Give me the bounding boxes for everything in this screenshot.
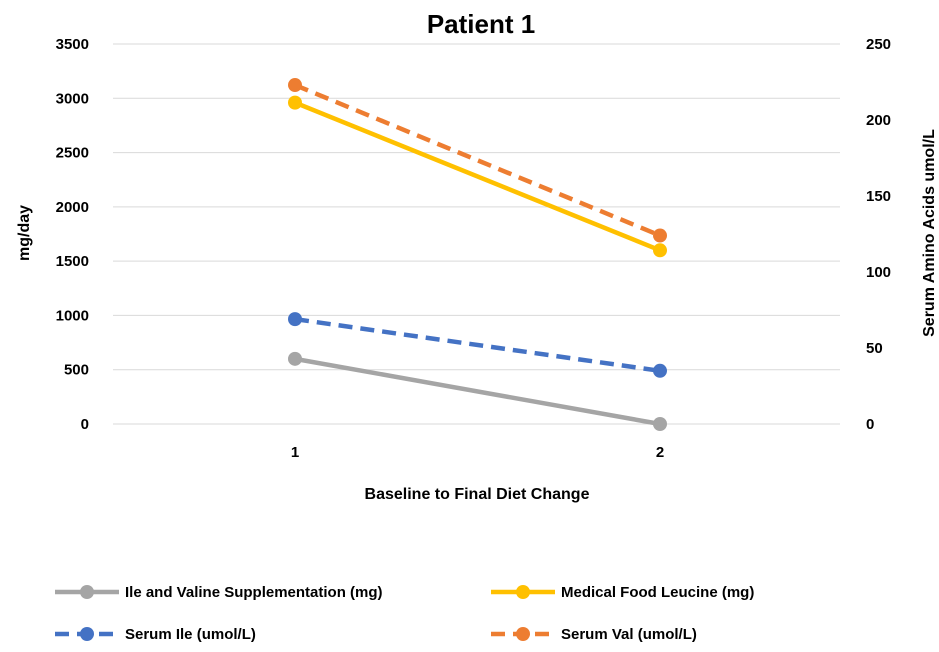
x-tick-label: 1 (291, 444, 299, 461)
left-axis-ticks: 0 500 1000 1500 2000 2500 3000 3500 (56, 36, 89, 433)
y-left-tick-label: 1000 (56, 307, 89, 324)
series-ile-and-valine-supplementation-mg (288, 351, 667, 431)
x-tick-label: 2 (656, 444, 664, 461)
series-medical-food-leucine-mg (288, 95, 667, 258)
y-left-tick-label: 0 (81, 416, 89, 433)
y-left-tick-label: 1500 (56, 253, 89, 270)
legend-item: Serum Val (umol/L) (491, 626, 697, 643)
series-serum-ile-umol-l (288, 312, 667, 378)
y-right-tick-label: 0 (866, 416, 874, 433)
y-left-tick-label: 3500 (56, 36, 89, 53)
y-axis-right-title: Serum Amino Acids umol/L (921, 129, 938, 337)
legend: Ile and Valine Supplementation (mg) Medic… (55, 584, 754, 643)
y-right-tick-label: 150 (866, 188, 891, 205)
legend-swatch-marker (80, 627, 94, 641)
legend-label: Medical Food Leucine (mg) (561, 584, 754, 601)
x-axis-title: Baseline to Final Diet Change (365, 486, 590, 503)
y-right-tick-label: 50 (866, 340, 883, 357)
series-layer (288, 78, 667, 431)
legend-swatch-marker (516, 585, 530, 599)
series-serum-val-umol-l (288, 78, 667, 243)
series-line (294, 82, 661, 238)
chart-title: Patient 1 (427, 9, 535, 39)
data-point (653, 228, 667, 243)
data-point (653, 363, 667, 378)
y-right-tick-label: 250 (866, 36, 891, 53)
data-point (288, 78, 302, 93)
y-left-tick-label: 2000 (56, 199, 89, 216)
y-axis-left-title: mg/day (16, 205, 33, 261)
legend-swatch-marker (80, 585, 94, 599)
legend-item: Ile and Valine Supplementation (mg) (55, 584, 383, 601)
data-point (288, 351, 302, 366)
gridlines (113, 43, 840, 425)
data-point (288, 312, 302, 327)
y-left-tick-label: 3000 (56, 90, 89, 107)
legend-item: Medical Food Leucine (mg) (491, 584, 754, 601)
legend-swatch-marker (516, 627, 530, 641)
y-right-tick-label: 100 (866, 264, 891, 281)
data-point (653, 243, 667, 258)
legend-label: Ile and Valine Supplementation (mg) (125, 584, 383, 601)
right-axis-ticks: 0 50 100 150 200 250 (866, 36, 891, 433)
y-left-tick-label: 500 (64, 362, 89, 379)
series-line (294, 316, 661, 374)
series-line (292, 356, 663, 427)
legend-label: Serum Val (umol/L) (561, 626, 697, 643)
y-right-tick-label: 200 (866, 112, 891, 129)
y-left-tick-label: 2500 (56, 145, 89, 162)
data-point (653, 417, 667, 431)
series-line (292, 100, 663, 253)
data-point (288, 95, 302, 110)
legend-label: Serum Ile (umol/L) (125, 626, 256, 643)
legend-item: Serum Ile (umol/L) (55, 626, 256, 643)
